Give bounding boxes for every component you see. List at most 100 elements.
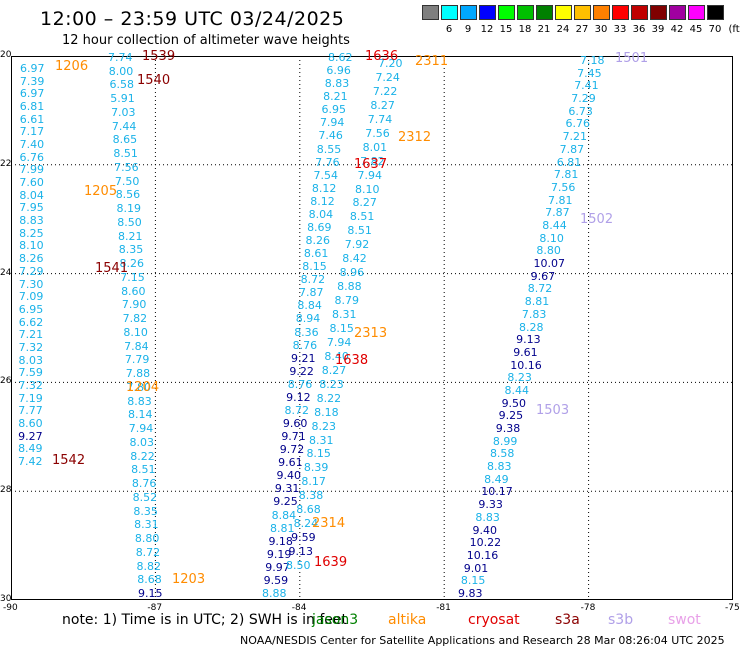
wave-height-value: 8.83 <box>475 510 500 524</box>
wave-height-value: 8.51 <box>131 463 156 477</box>
wave-height-value: 6.97 <box>19 87 45 101</box>
satellite-pass-label: 1205 <box>84 184 118 199</box>
wave-height-value: 9.59 <box>263 573 289 587</box>
wave-height-value: 7.30 <box>18 277 44 291</box>
wave-height-value: 8.88 <box>262 587 287 600</box>
satellite-pass-label: 1540 <box>137 73 171 88</box>
wave-height-value: 9.13 <box>516 333 541 347</box>
wave-height-value: 7.74 <box>108 51 133 64</box>
wave-height-value: 8.31 <box>309 433 334 447</box>
wave-height-value: 8.24 <box>293 517 319 531</box>
wave-height-value: 8.39 <box>303 461 329 475</box>
wave-height-value: 9.21 <box>290 351 316 365</box>
wave-height-value: 7.92 <box>344 238 370 252</box>
wave-height-value: 8.83 <box>487 460 512 474</box>
wave-height-value: 8.31 <box>332 308 357 321</box>
wave-height-value: 8.15 <box>329 321 354 335</box>
wave-height-value: 8.17 <box>301 475 326 489</box>
wave-height-value: 7.87 <box>559 142 585 156</box>
wave-height-value: 9.97 <box>265 560 290 574</box>
map-subtitle: 12 hour collection of altimeter wave hei… <box>62 33 350 48</box>
satellite-pass-label: 1501 <box>615 51 649 66</box>
wave-height-value: 8.81 <box>524 295 550 309</box>
wave-height-value: 8.68 <box>137 573 162 587</box>
latitude-label: 28 <box>0 485 12 496</box>
wave-height-value: 8.52 <box>132 490 158 504</box>
wave-height-value: 8.21 <box>323 90 348 104</box>
footer-credit: NOAA/NESDIS Center for Satellite Applica… <box>240 634 725 647</box>
wave-height-value: 8.03 <box>18 353 44 367</box>
scale-swatch <box>441 5 458 20</box>
scale-label: 27 <box>575 24 589 35</box>
wave-height-value: 7.32 <box>18 378 43 392</box>
wave-height-value: 7.20 <box>378 57 403 70</box>
wave-height-value: 8.96 <box>339 266 365 280</box>
wave-height-value: 8.76 <box>292 338 318 352</box>
scale-label: 36 <box>632 24 646 35</box>
wave-height-value: 8.94 <box>295 312 321 326</box>
wave-height-value: 9.18 <box>268 534 293 548</box>
wave-height-value: 9.61 <box>278 456 303 470</box>
wave-height-value: 10.07 <box>533 257 566 271</box>
scale-unit: (ft) <box>728 24 740 35</box>
legend-jason3: jason3 <box>312 612 359 628</box>
wave-height-value: 8.51 <box>349 210 375 224</box>
scale-label: 45 <box>689 24 703 35</box>
wave-height-value: 8.18 <box>314 405 339 419</box>
wave-height-value: 7.80 <box>126 380 151 394</box>
wave-height-value: 7.95 <box>19 201 44 215</box>
wave-height-value: 6.76 <box>19 150 45 164</box>
longitude-label: -84 <box>291 603 307 613</box>
wave-height-value: 7.87 <box>545 206 570 220</box>
wave-height-value: 9.40 <box>276 469 301 483</box>
wave-height-value: 7.88 <box>125 367 151 381</box>
wave-height-value: 8.83 <box>19 214 44 228</box>
wave-height-value: 6.97 <box>20 62 45 75</box>
scale-swatch <box>593 5 610 20</box>
scale-swatch <box>555 5 572 20</box>
wave-height-value: 10.16 <box>466 548 499 562</box>
wave-height-value: 8.21 <box>118 229 143 243</box>
latitude-label: 24 <box>0 267 12 278</box>
satellite-pass-label: 1541 <box>95 261 129 276</box>
satellite-pass-label: 1503 <box>536 403 570 418</box>
scale-swatch <box>422 5 439 20</box>
wave-height-value: 8.55 <box>316 142 342 156</box>
wave-height-value: 8.69 <box>307 220 332 234</box>
wave-height-value: 7.81 <box>553 168 579 182</box>
satellite-pass-label: 1542 <box>52 453 86 468</box>
wave-height-value: 7.15 <box>120 270 145 284</box>
wave-height-value: 7.21 <box>562 130 588 144</box>
wave-height-value: 7.42 <box>18 455 43 468</box>
wave-height-value: 8.27 <box>370 98 395 112</box>
legend-swot: swot <box>668 612 701 628</box>
satellite-pass-label: 1539 <box>142 49 176 64</box>
wave-height-value: 7.83 <box>521 307 547 321</box>
wave-height-value: 7.60 <box>19 176 44 190</box>
wave-height-value: 8.26 <box>119 257 145 271</box>
satellite-pass-label: 1637 <box>354 157 388 172</box>
wave-height-value: 8.72 <box>300 273 326 287</box>
satellite-pass-label: 2311 <box>415 54 449 69</box>
wave-height-value: 8.50 <box>117 215 142 229</box>
wave-height-value: 9.15 <box>138 587 163 600</box>
wave-height-value: 9.71 <box>281 430 306 444</box>
scale-label: 15 <box>499 24 513 35</box>
wave-height-value: 10.17 <box>481 485 513 499</box>
satellite-pass-label: 1203 <box>172 572 206 587</box>
legend-altika: altika <box>388 612 427 628</box>
wave-height-value: 8.72 <box>135 545 161 559</box>
wave-height-value: 5.91 <box>110 92 135 106</box>
wave-height-value: 9.67 <box>530 269 556 283</box>
wave-height-value: 7.81 <box>548 193 573 207</box>
wave-height-value: 7.50 <box>114 174 140 188</box>
scale-swatch <box>669 5 686 20</box>
wave-height-value: 7.56 <box>365 126 390 140</box>
wave-height-value: 7.82 <box>122 312 148 326</box>
wave-height-value: 8.84 <box>297 299 322 313</box>
wave-height-value: 9.83 <box>458 587 483 600</box>
wave-height-value: 9.27 <box>18 429 43 443</box>
wave-height-value: 6.62 <box>18 315 44 329</box>
wave-height-value: 6.58 <box>109 78 135 92</box>
wave-height-value: 7.94 <box>128 422 154 436</box>
